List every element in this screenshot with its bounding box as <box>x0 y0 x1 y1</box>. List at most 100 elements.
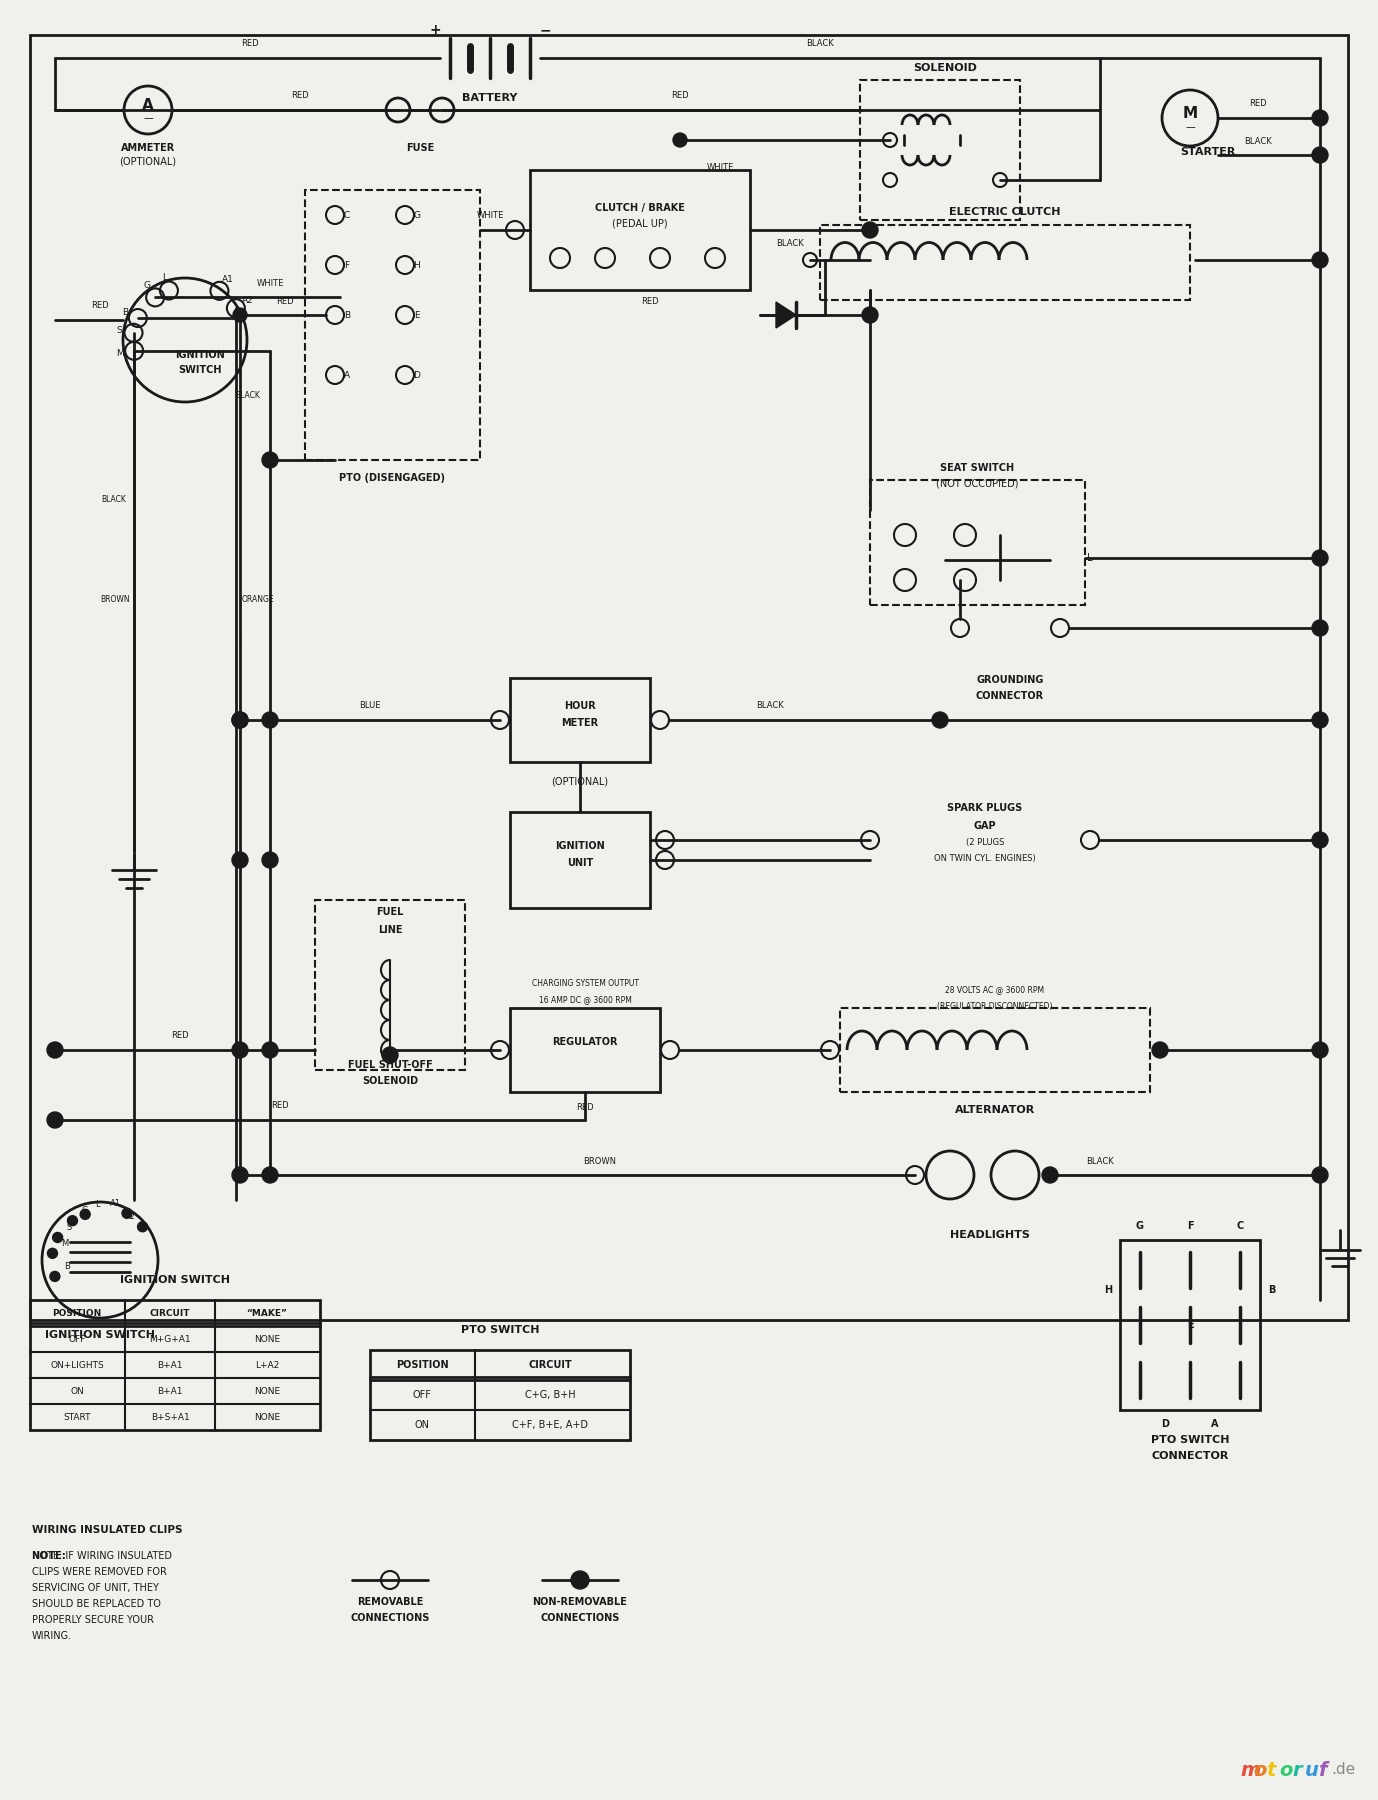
Text: NONE: NONE <box>254 1334 280 1343</box>
Text: B: B <box>344 310 350 320</box>
Text: m: m <box>1240 1760 1261 1780</box>
Text: G: G <box>81 1206 88 1215</box>
Text: LINE: LINE <box>378 925 402 934</box>
Circle shape <box>1312 1166 1328 1183</box>
Text: METER: METER <box>561 718 598 727</box>
Circle shape <box>232 713 248 727</box>
Text: NOTE: IF WIRING INSULATED: NOTE: IF WIRING INSULATED <box>32 1552 172 1561</box>
Text: E: E <box>1186 1319 1193 1330</box>
Text: A2: A2 <box>125 1211 136 1220</box>
Text: B+A1: B+A1 <box>157 1361 183 1370</box>
Text: SEAT SWITCH: SEAT SWITCH <box>940 463 1014 473</box>
Text: AMMETER: AMMETER <box>121 142 175 153</box>
Text: SPARK PLUGS: SPARK PLUGS <box>948 803 1022 814</box>
Text: E: E <box>415 310 420 320</box>
Text: ALTERNATOR: ALTERNATOR <box>955 1105 1035 1114</box>
Text: 28 VOLTS AC @ 3600 RPM: 28 VOLTS AC @ 3600 RPM <box>945 986 1045 994</box>
Circle shape <box>47 1112 63 1129</box>
Text: M+G+A1: M+G+A1 <box>149 1334 190 1343</box>
Circle shape <box>1312 619 1328 635</box>
Text: REGULATOR: REGULATOR <box>553 1037 617 1048</box>
Text: ORANGE: ORANGE <box>241 596 274 605</box>
Text: PTO (DISENGAGED): PTO (DISENGAGED) <box>339 473 445 482</box>
Circle shape <box>1312 148 1328 164</box>
Circle shape <box>1312 1042 1328 1058</box>
Text: u: u <box>1305 1760 1319 1780</box>
Text: GROUNDING: GROUNDING <box>976 675 1043 686</box>
Text: o: o <box>1253 1760 1266 1780</box>
Circle shape <box>1152 1042 1169 1058</box>
Bar <box>1120 1240 1259 1409</box>
Circle shape <box>1312 832 1328 848</box>
Polygon shape <box>776 302 796 328</box>
Text: CONNECTOR: CONNECTOR <box>976 691 1045 700</box>
Text: “MAKE”: “MAKE” <box>247 1309 288 1318</box>
Text: G: G <box>143 281 150 290</box>
Text: BLUE: BLUE <box>360 702 380 711</box>
Text: A1: A1 <box>109 1199 120 1208</box>
Bar <box>371 1350 630 1440</box>
Text: +: + <box>429 23 441 38</box>
Text: ON TWIN CYL. ENGINES): ON TWIN CYL. ENGINES) <box>934 853 1036 862</box>
Text: POSITION: POSITION <box>395 1361 448 1370</box>
Circle shape <box>863 308 878 322</box>
Text: SWITCH: SWITCH <box>178 365 222 374</box>
Text: (OPTIONAL): (OPTIONAL) <box>551 778 609 787</box>
Text: BLACK: BLACK <box>806 40 834 49</box>
Text: RED: RED <box>576 1103 594 1112</box>
Bar <box>841 1008 1151 1093</box>
Circle shape <box>138 1222 147 1231</box>
Text: SERVICING OF UNIT, THEY: SERVICING OF UNIT, THEY <box>32 1582 158 1593</box>
Text: RED: RED <box>641 297 659 306</box>
Text: 16 AMP DC @ 3600 RPM: 16 AMP DC @ 3600 RPM <box>539 995 631 1004</box>
Text: HOUR: HOUR <box>564 700 595 711</box>
Text: SOLENOID: SOLENOID <box>914 63 977 74</box>
Text: WHITE: WHITE <box>256 279 284 288</box>
Text: RED: RED <box>171 1031 189 1040</box>
Text: PROPERLY SECURE YOUR: PROPERLY SECURE YOUR <box>32 1615 154 1625</box>
Text: B+S+A1: B+S+A1 <box>150 1413 189 1422</box>
Circle shape <box>68 1215 77 1226</box>
Bar <box>316 900 464 1069</box>
Circle shape <box>232 1166 248 1183</box>
Text: RED: RED <box>671 92 689 101</box>
Text: G: G <box>413 211 420 220</box>
Text: RED: RED <box>271 1102 289 1111</box>
Circle shape <box>123 1208 132 1219</box>
Circle shape <box>232 851 248 868</box>
Text: CIRCUIT: CIRCUIT <box>528 1361 572 1370</box>
Bar <box>820 225 1191 301</box>
Text: BLACK: BLACK <box>776 239 803 248</box>
Text: PTO SWITCH: PTO SWITCH <box>1151 1435 1229 1445</box>
Text: F: F <box>1186 1220 1193 1231</box>
Bar <box>870 481 1084 605</box>
Bar <box>305 191 480 461</box>
Text: BLACK: BLACK <box>757 702 784 711</box>
Text: WIRING.: WIRING. <box>32 1631 72 1642</box>
Text: NOTE:: NOTE: <box>32 1552 69 1561</box>
Text: SOLENOID: SOLENOID <box>362 1076 418 1085</box>
Text: C: C <box>344 211 350 220</box>
Text: (NOT OCCUPIED): (NOT OCCUPIED) <box>936 479 1018 490</box>
Circle shape <box>382 1048 398 1064</box>
Text: C+F, B+E, A+D: C+F, B+E, A+D <box>513 1420 588 1429</box>
Circle shape <box>233 308 247 322</box>
Circle shape <box>262 713 278 727</box>
Bar <box>30 34 1348 1319</box>
Text: .de: .de <box>1331 1762 1355 1778</box>
Text: BATTERY: BATTERY <box>462 94 518 103</box>
Text: D: D <box>413 371 420 380</box>
Text: B: B <box>1268 1285 1276 1294</box>
Text: (PEDAL UP): (PEDAL UP) <box>612 220 668 229</box>
Circle shape <box>80 1210 90 1219</box>
Circle shape <box>262 1042 278 1058</box>
Text: REMOVABLE: REMOVABLE <box>357 1597 423 1607</box>
Circle shape <box>52 1233 62 1242</box>
Text: ON: ON <box>70 1386 84 1395</box>
Text: BROWN: BROWN <box>583 1157 616 1166</box>
Text: IGNITION: IGNITION <box>555 841 605 851</box>
Text: L: L <box>1087 553 1093 563</box>
Circle shape <box>1042 1166 1058 1183</box>
Circle shape <box>262 452 278 468</box>
Circle shape <box>50 1271 59 1282</box>
